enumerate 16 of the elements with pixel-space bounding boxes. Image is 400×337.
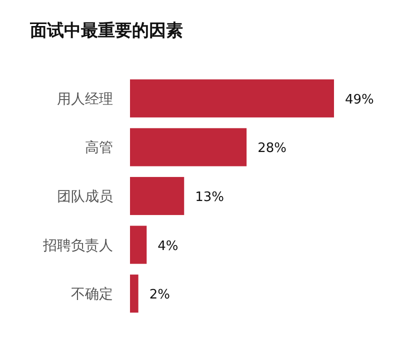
y-tick-label: 招聘负责人 [42,238,113,254]
y-tick-label: 用人经理 [57,91,113,108]
data-label: 2% [149,288,170,303]
y-tick-label: 不确定 [71,286,113,303]
data-label: 49% [345,92,374,108]
bar [130,226,147,264]
bar [130,176,184,216]
y-tick-label: 高管 [85,140,113,156]
y-tick-label: 团队成员 [57,189,113,205]
data-label: 28% [258,141,286,156]
bar [130,79,334,118]
data-label: 4% [158,238,178,254]
bar [130,274,138,313]
chart-title: 面试中最重要的因素 [29,21,183,41]
data-label: 13% [195,190,224,205]
bar [130,128,247,166]
